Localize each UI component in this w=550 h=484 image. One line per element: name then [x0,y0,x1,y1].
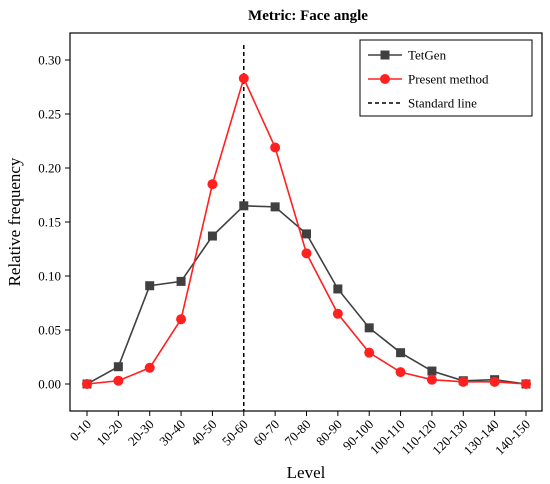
x-tick-label: 60-70 [250,417,282,449]
y-axis-title: Relative frequency [5,157,24,286]
x-tick-label: 50-60 [219,417,251,449]
x-tick-label: 40-50 [187,417,219,449]
data-point-circle [270,142,281,153]
data-point-circle [364,347,375,358]
y-tick-label: 0.20 [38,161,61,176]
data-point-square [145,281,155,291]
x-tick-label: 30-40 [156,417,188,449]
data-point-square [333,284,343,294]
y-tick-label: 0.00 [38,377,61,392]
data-point-circle [207,179,218,190]
data-point-circle [144,362,155,373]
legend-marker-circle [380,74,390,84]
data-point-square [207,231,217,241]
y-tick-label: 0.30 [38,53,61,68]
data-point-circle [113,375,124,386]
x-axis: 0-10 10-20 20-30 30-40 40-50 50-60 60-70 70-80 8… [67,411,533,458]
data-point-circle [332,308,343,319]
data-point-circle [176,314,187,325]
data-point-square [427,366,437,376]
data-point-circle [301,248,312,259]
y-tick-label: 0.25 [38,107,61,122]
data-point-square [364,323,374,333]
chart-title: Metric: Face angle [248,8,368,24]
x-tick-label: 70-80 [282,417,314,449]
data-point-circle [238,73,249,84]
legend-label: Present method [408,72,489,87]
x-axis-title: Level [287,463,326,482]
y-tick-label: 0.15 [38,215,61,230]
legend: TetGen Present method Standard line [359,39,533,117]
y-tick-label: 0.10 [38,269,61,284]
data-point-square [396,348,406,358]
legend-label: Standard line [408,96,477,111]
series-2 [82,73,531,389]
data-point-square [302,229,311,239]
data-point-circle [458,376,469,387]
x-tick-label: 140-150 [492,417,533,458]
data-point-circle [521,379,531,389]
series-layer [82,73,531,389]
legend-label: TetGen [408,48,447,63]
data-point-circle [82,379,92,389]
data-point-square [176,276,186,286]
legend-marker-square [380,50,390,60]
y-axis: 0.00 0.05 0.10 0.15 0.20 0.25 0.30 [38,53,70,392]
data-point-square [270,202,280,212]
x-tick-label: 10-20 [93,417,125,449]
series-1 [82,201,531,389]
y-tick-label: 0.05 [38,323,61,338]
data-point-circle [489,376,500,387]
x-tick-label: 20-30 [125,417,157,449]
data-point-square [239,201,249,211]
data-point-circle [426,374,437,385]
x-tick-label: 0-10 [67,417,94,444]
data-point-circle [395,367,406,378]
data-point-square [113,362,123,372]
